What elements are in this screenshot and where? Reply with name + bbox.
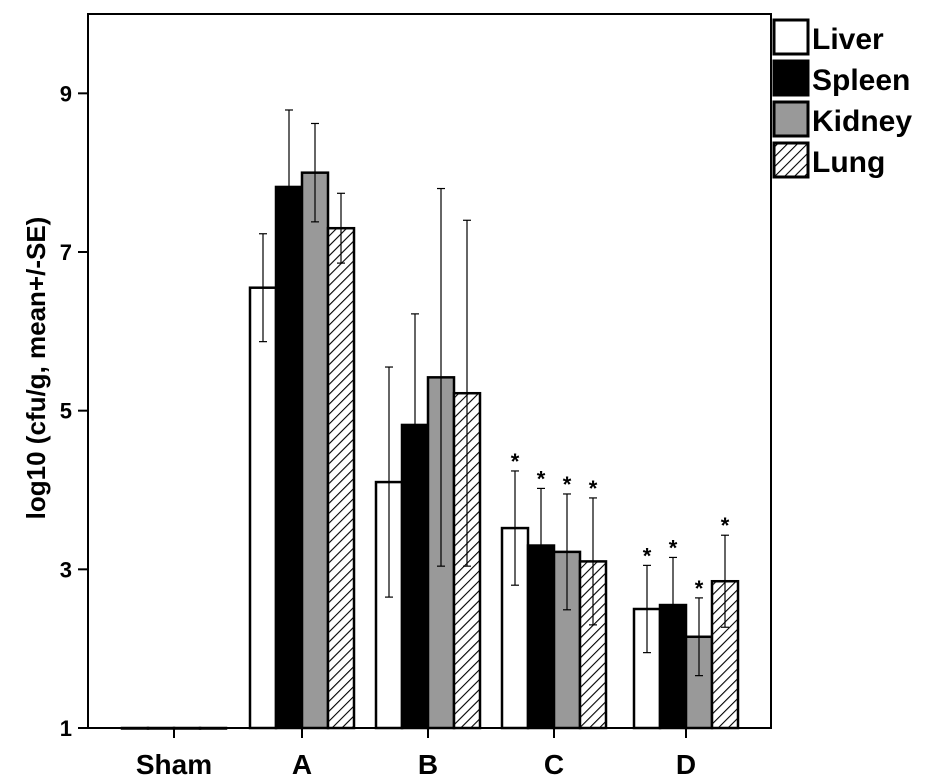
- bar-lung-a: [326, 226, 356, 730]
- legend: Liver Spleen Kidney Lung: [772, 18, 912, 179]
- x-axis: Sham A B C D: [136, 728, 696, 780]
- y-tick-label: 3: [60, 557, 72, 582]
- bar-kidney-a: [300, 171, 330, 730]
- significance-star: *: [589, 476, 598, 501]
- significance-star: *: [643, 543, 652, 568]
- bar-spleen-sham: [146, 726, 176, 730]
- significance-star: *: [721, 513, 730, 538]
- legend-swatch-kidney: [772, 100, 810, 138]
- x-tick-label: C: [544, 749, 564, 780]
- bar-kidney-sham: [172, 726, 202, 730]
- legend-label-kidney: Kidney: [812, 105, 912, 138]
- y-tick-label: 5: [60, 399, 72, 424]
- legend-label-spleen: Spleen: [812, 64, 910, 97]
- y-tick-label: 1: [60, 716, 72, 741]
- x-tick-label: B: [418, 749, 438, 780]
- x-tick-label: A: [292, 749, 312, 780]
- error-bars: [259, 109, 729, 677]
- bars: [120, 171, 740, 730]
- significance-star: *: [669, 535, 678, 560]
- significance-star: *: [695, 576, 704, 601]
- significance-markers: * * * * * * * *: [511, 449, 730, 601]
- significance-star: *: [511, 449, 520, 474]
- x-tick-label: D: [676, 749, 696, 780]
- legend-label-liver: Liver: [812, 23, 884, 56]
- significance-star: *: [563, 472, 572, 497]
- y-tick-label: 7: [60, 240, 72, 265]
- y-tick-label: 9: [60, 81, 72, 106]
- legend-label-lung: Lung: [812, 146, 885, 179]
- x-tick-label: Sham: [136, 749, 212, 780]
- bar-liver-a: [248, 286, 278, 730]
- significance-star: *: [537, 466, 546, 491]
- y-axis-label: log10 (cfu/g, mean+/-SE): [21, 217, 51, 520]
- bar-liver-sham: [120, 726, 150, 730]
- legend-swatch-lung: [772, 141, 810, 179]
- legend-swatch-spleen: [772, 59, 810, 97]
- bar-lung-sham: [198, 726, 228, 730]
- legend-swatch-liver: [772, 18, 810, 56]
- y-axis: 1 3 5 7 9: [60, 81, 88, 741]
- bar-spleen-a: [274, 185, 304, 730]
